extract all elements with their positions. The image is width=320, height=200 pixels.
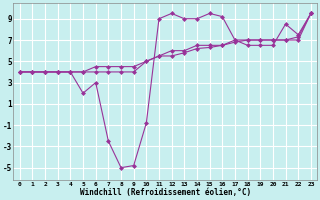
X-axis label: Windchill (Refroidissement éolien,°C): Windchill (Refroidissement éolien,°C) bbox=[80, 188, 251, 197]
